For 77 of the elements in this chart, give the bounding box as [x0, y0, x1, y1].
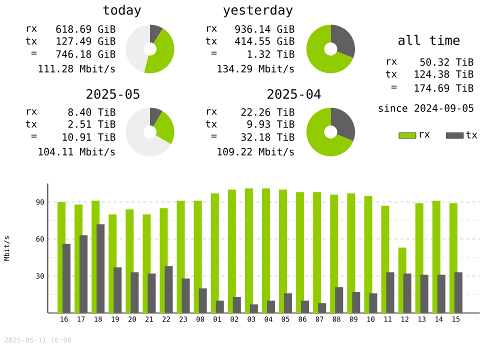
- bar: [386, 272, 394, 313]
- text: 134.29 Mbit/s: [218, 64, 294, 74]
- bar: [364, 196, 372, 313]
- legend-label: tx: [466, 131, 478, 138]
- bar: [437, 274, 446, 313]
- bar: [250, 304, 258, 313]
- bar: [313, 192, 322, 313]
- text: rx: [26, 26, 37, 32]
- text: 124.38 TiB: [414, 70, 474, 78]
- text: rx: [206, 26, 217, 32]
- bar: [369, 293, 378, 313]
- text: since 2024-09-05: [378, 104, 474, 112]
- bar: [96, 224, 105, 313]
- bar: [335, 287, 344, 313]
- text: 618.69 GiB: [56, 25, 116, 33]
- chart-title: 2025-04: [268, 89, 321, 99]
- bar: [216, 300, 224, 313]
- text: 414.55 GiB: [235, 37, 294, 45]
- text: 936.14 GiB: [235, 25, 294, 33]
- bar: [198, 288, 207, 313]
- bar: [347, 193, 356, 313]
- text: 104.11 Mbit/s: [38, 148, 115, 156]
- text: =: [391, 86, 397, 89]
- bar: [210, 193, 219, 313]
- bar: [279, 190, 288, 313]
- bar: [352, 292, 360, 313]
- text: =: [31, 52, 37, 55]
- bar: [403, 274, 412, 313]
- bar: [232, 296, 241, 313]
- bar: [80, 235, 88, 313]
- bar: [266, 300, 275, 313]
- bar: [228, 190, 236, 313]
- bar: [148, 274, 156, 313]
- text: 22.26 TiB: [241, 108, 294, 116]
- bar: [164, 266, 173, 313]
- bar: [62, 244, 70, 313]
- text: 174.69 TiB: [414, 84, 474, 92]
- text: 10.91 TiB: [62, 133, 116, 141]
- chart-title: 2025-05: [86, 89, 140, 99]
- bar: [182, 278, 190, 313]
- text: =: [211, 52, 217, 55]
- text: =: [31, 134, 37, 138]
- bar: [194, 200, 202, 313]
- text: 111.28 Mbit/s: [38, 64, 115, 74]
- text: 109.22 Mbit/s: [218, 148, 294, 156]
- text: tx: [206, 37, 217, 45]
- bar: [454, 272, 462, 313]
- text: tx: [26, 37, 37, 45]
- bar: [420, 274, 428, 313]
- text: 9.93 TiB: [247, 120, 294, 128]
- text: tx: [206, 120, 217, 128]
- text: 8.40 TiB: [68, 108, 116, 116]
- bar: [296, 192, 304, 313]
- legend-label: rx: [420, 132, 430, 138]
- chart-title: yesterday: [223, 4, 293, 18]
- text: rx: [206, 109, 217, 115]
- bar: [262, 188, 270, 313]
- text: tx: [386, 70, 397, 78]
- text: 50.32 TiB: [420, 58, 474, 66]
- bar: [301, 300, 310, 313]
- text: 2.51 TiB: [68, 120, 116, 128]
- bar: [244, 188, 253, 313]
- bar: [318, 303, 326, 313]
- bar: [330, 194, 338, 313]
- text: rx: [26, 109, 37, 115]
- text: =: [211, 134, 217, 138]
- bar: [130, 272, 139, 313]
- text: 32.18 TiB: [241, 133, 294, 141]
- bar: [284, 293, 292, 313]
- text: all time: [398, 34, 460, 46]
- text: 127.49 GiB: [56, 37, 116, 45]
- text: rx: [386, 59, 397, 65]
- bar: [114, 267, 122, 313]
- chart-title: today: [103, 4, 142, 18]
- text: tx: [26, 120, 37, 128]
- text: 746.18 GiB: [56, 50, 116, 58]
- text: 1.32 TiB: [248, 50, 294, 58]
